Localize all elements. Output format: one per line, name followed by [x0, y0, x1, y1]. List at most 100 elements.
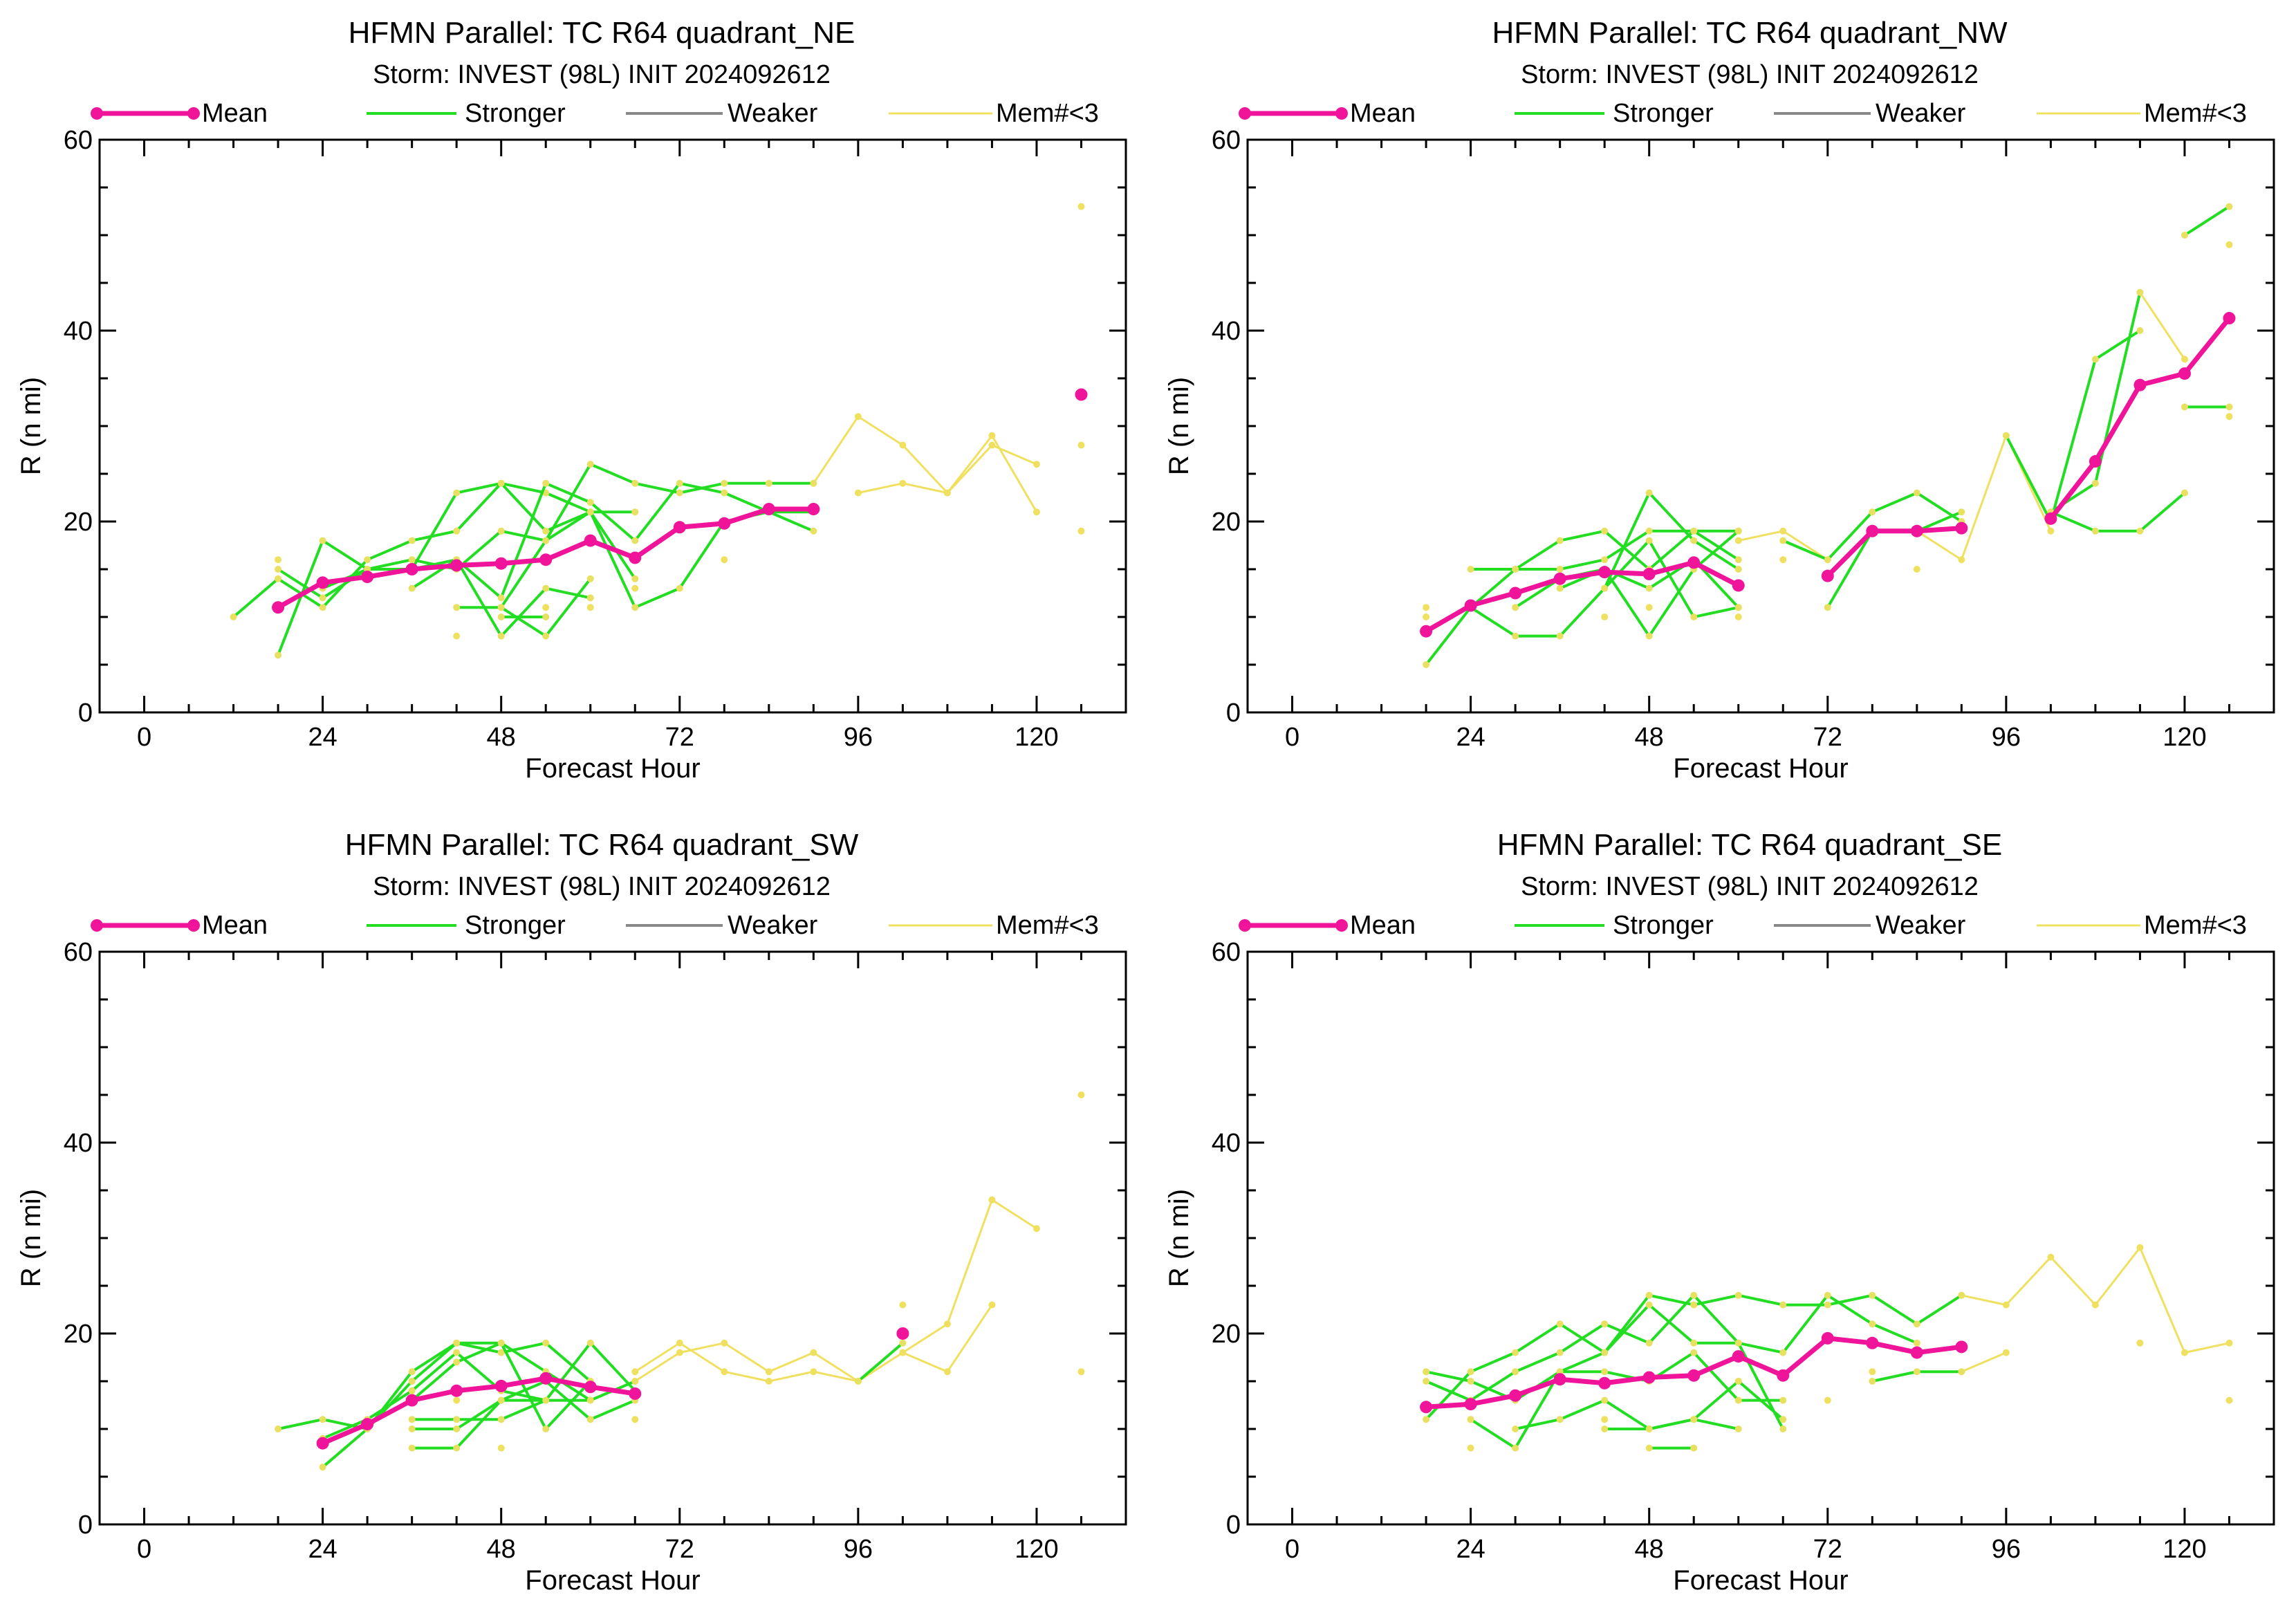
data-point-stronger: [1556, 1416, 1564, 1423]
data-point-stronger: [2181, 232, 2188, 239]
x-axis-label: Forecast Hour: [525, 1565, 700, 1596]
data-point-mean: [1955, 522, 1968, 535]
data-point-stronger: [408, 1416, 416, 1423]
data-point-mem-lt3: [453, 632, 461, 640]
data-point-mem-lt3: [2091, 1301, 2099, 1309]
legend-label-stronger: Stronger: [465, 911, 566, 940]
data-point-stronger: [319, 604, 326, 611]
y-tick-label: 40: [1212, 1129, 1241, 1158]
series-stronger: [1467, 527, 1742, 573]
data-point-mem-lt3: [899, 441, 907, 449]
data-point-stronger: [1556, 1320, 1564, 1328]
legend-label-stronger: Stronger: [1613, 99, 1714, 128]
x-tick-label: 48: [487, 723, 516, 752]
legend-marker-mean: [1239, 107, 1251, 120]
data-point-stronger: [586, 594, 594, 602]
data-point-stronger: [1645, 1301, 1653, 1309]
data-point-mem-lt3: [631, 584, 639, 592]
data-point-mem-lt3: [1077, 1368, 1085, 1376]
x-tick-label: 0: [1285, 723, 1299, 752]
data-point-stronger: [2002, 432, 2010, 439]
y-tick-label: 60: [1212, 126, 1241, 155]
data-point-mem-lt3: [765, 1378, 772, 1385]
data-point-mean: [1732, 579, 1745, 592]
data-point-mean: [807, 503, 820, 516]
chart-title: HFMN Parallel: TC R64 quadrant_SW: [345, 828, 859, 862]
data-point-stronger: [542, 537, 550, 544]
data-point-stronger: [2225, 203, 2233, 210]
data-point-mem-lt3: [854, 489, 862, 497]
data-point-stronger: [1690, 537, 1698, 544]
legend-marker-mean: [1239, 919, 1251, 932]
data-point-mem-lt3: [1033, 461, 1040, 468]
data-point-stronger: [1958, 508, 1965, 516]
data-point-mean: [1910, 524, 1923, 537]
data-point-mean: [1777, 1369, 1790, 1382]
data-point-stronger: [319, 537, 326, 544]
data-point-mean: [494, 1379, 508, 1392]
data-point-stronger: [810, 479, 817, 487]
data-point-stronger: [2091, 356, 2099, 363]
data-point-stronger: [542, 1425, 550, 1432]
data-point-stronger: [319, 594, 326, 602]
y-axis: 0 20 40 60: [1212, 938, 2274, 1540]
series-line-mem-lt3: [1916, 434, 2052, 561]
series-mean: [1420, 556, 1745, 638]
series-line-stronger: [1425, 529, 1740, 666]
series-mem-lt3: [1958, 1244, 2233, 1356]
data-point-mem-lt3: [721, 556, 728, 564]
data-point-stronger: [1601, 1368, 1609, 1376]
data-point-stronger: [1734, 1378, 1742, 1385]
data-point-mem-lt3: [1645, 604, 1653, 611]
data-point-mem-lt3: [1077, 203, 1085, 210]
series-line-mem-lt3: [1960, 1246, 2230, 1354]
legend-item-stronger: Stronger: [1515, 911, 1714, 940]
data-point-mem-lt3: [988, 1196, 996, 1203]
data-point-mean: [1955, 1340, 1968, 1354]
x-tick-label: 24: [1456, 1535, 1485, 1564]
chart-title: HFMN Parallel: TC R64 quadrant_SE: [1497, 828, 2002, 862]
data-point-stronger: [1645, 1291, 1653, 1299]
plot-frame: [1246, 138, 2275, 714]
y-tick-label: 20: [64, 1320, 93, 1349]
data-point-stronger: [1423, 1378, 1430, 1385]
y-tick-label: 0: [78, 699, 93, 728]
data-point-stronger: [453, 1416, 461, 1423]
y-axis: 0 20 40 60: [64, 126, 1126, 728]
data-point-mem-lt3: [1467, 1444, 1474, 1452]
legend-marker-mean: [187, 107, 200, 120]
x-tick-label: 120: [1015, 723, 1058, 752]
data-point-mem-lt3: [721, 1368, 728, 1376]
data-point-mem-lt3: [631, 1416, 639, 1423]
series-line-mem-lt3: [2138, 291, 2186, 360]
data-point-mem-lt3: [1601, 613, 1609, 620]
data-point-mean: [718, 517, 731, 530]
x-tick-label: 72: [665, 723, 694, 752]
data-point-stronger: [676, 479, 683, 487]
data-point-mean: [405, 563, 418, 575]
data-point-stronger: [1645, 632, 1653, 640]
legend-label-mem-lt3: Mem#<3: [2144, 911, 2247, 940]
data-point-mem-lt3: [943, 1320, 951, 1328]
data-point-stronger: [497, 1396, 505, 1404]
data-point-stronger: [676, 584, 683, 592]
series-stronger: [2181, 403, 2233, 411]
data-point-stronger: [1601, 556, 1609, 564]
series-stronger: [1423, 1291, 1965, 1423]
y-axis-label: R (n mi): [1164, 1189, 1194, 1287]
series-mem-lt3: [453, 1091, 1085, 1452]
data-point-mean: [1866, 524, 1879, 537]
data-point-mean: [673, 521, 686, 534]
legend-marker-mean: [1335, 919, 1348, 932]
y-axis: 0 20 40 60: [64, 938, 1126, 1540]
data-point-stronger: [1645, 1444, 1653, 1452]
data-point-stronger: [631, 508, 639, 516]
series-mean: [1420, 1331, 1968, 1414]
data-point-mem-lt3: [676, 1349, 683, 1356]
y-tick-label: 0: [78, 1511, 93, 1540]
data-point-mem-lt3: [721, 1339, 728, 1347]
x-tick-label: 24: [1456, 723, 1485, 752]
data-point-stronger: [542, 1339, 550, 1347]
series-mean: [316, 1372, 642, 1450]
